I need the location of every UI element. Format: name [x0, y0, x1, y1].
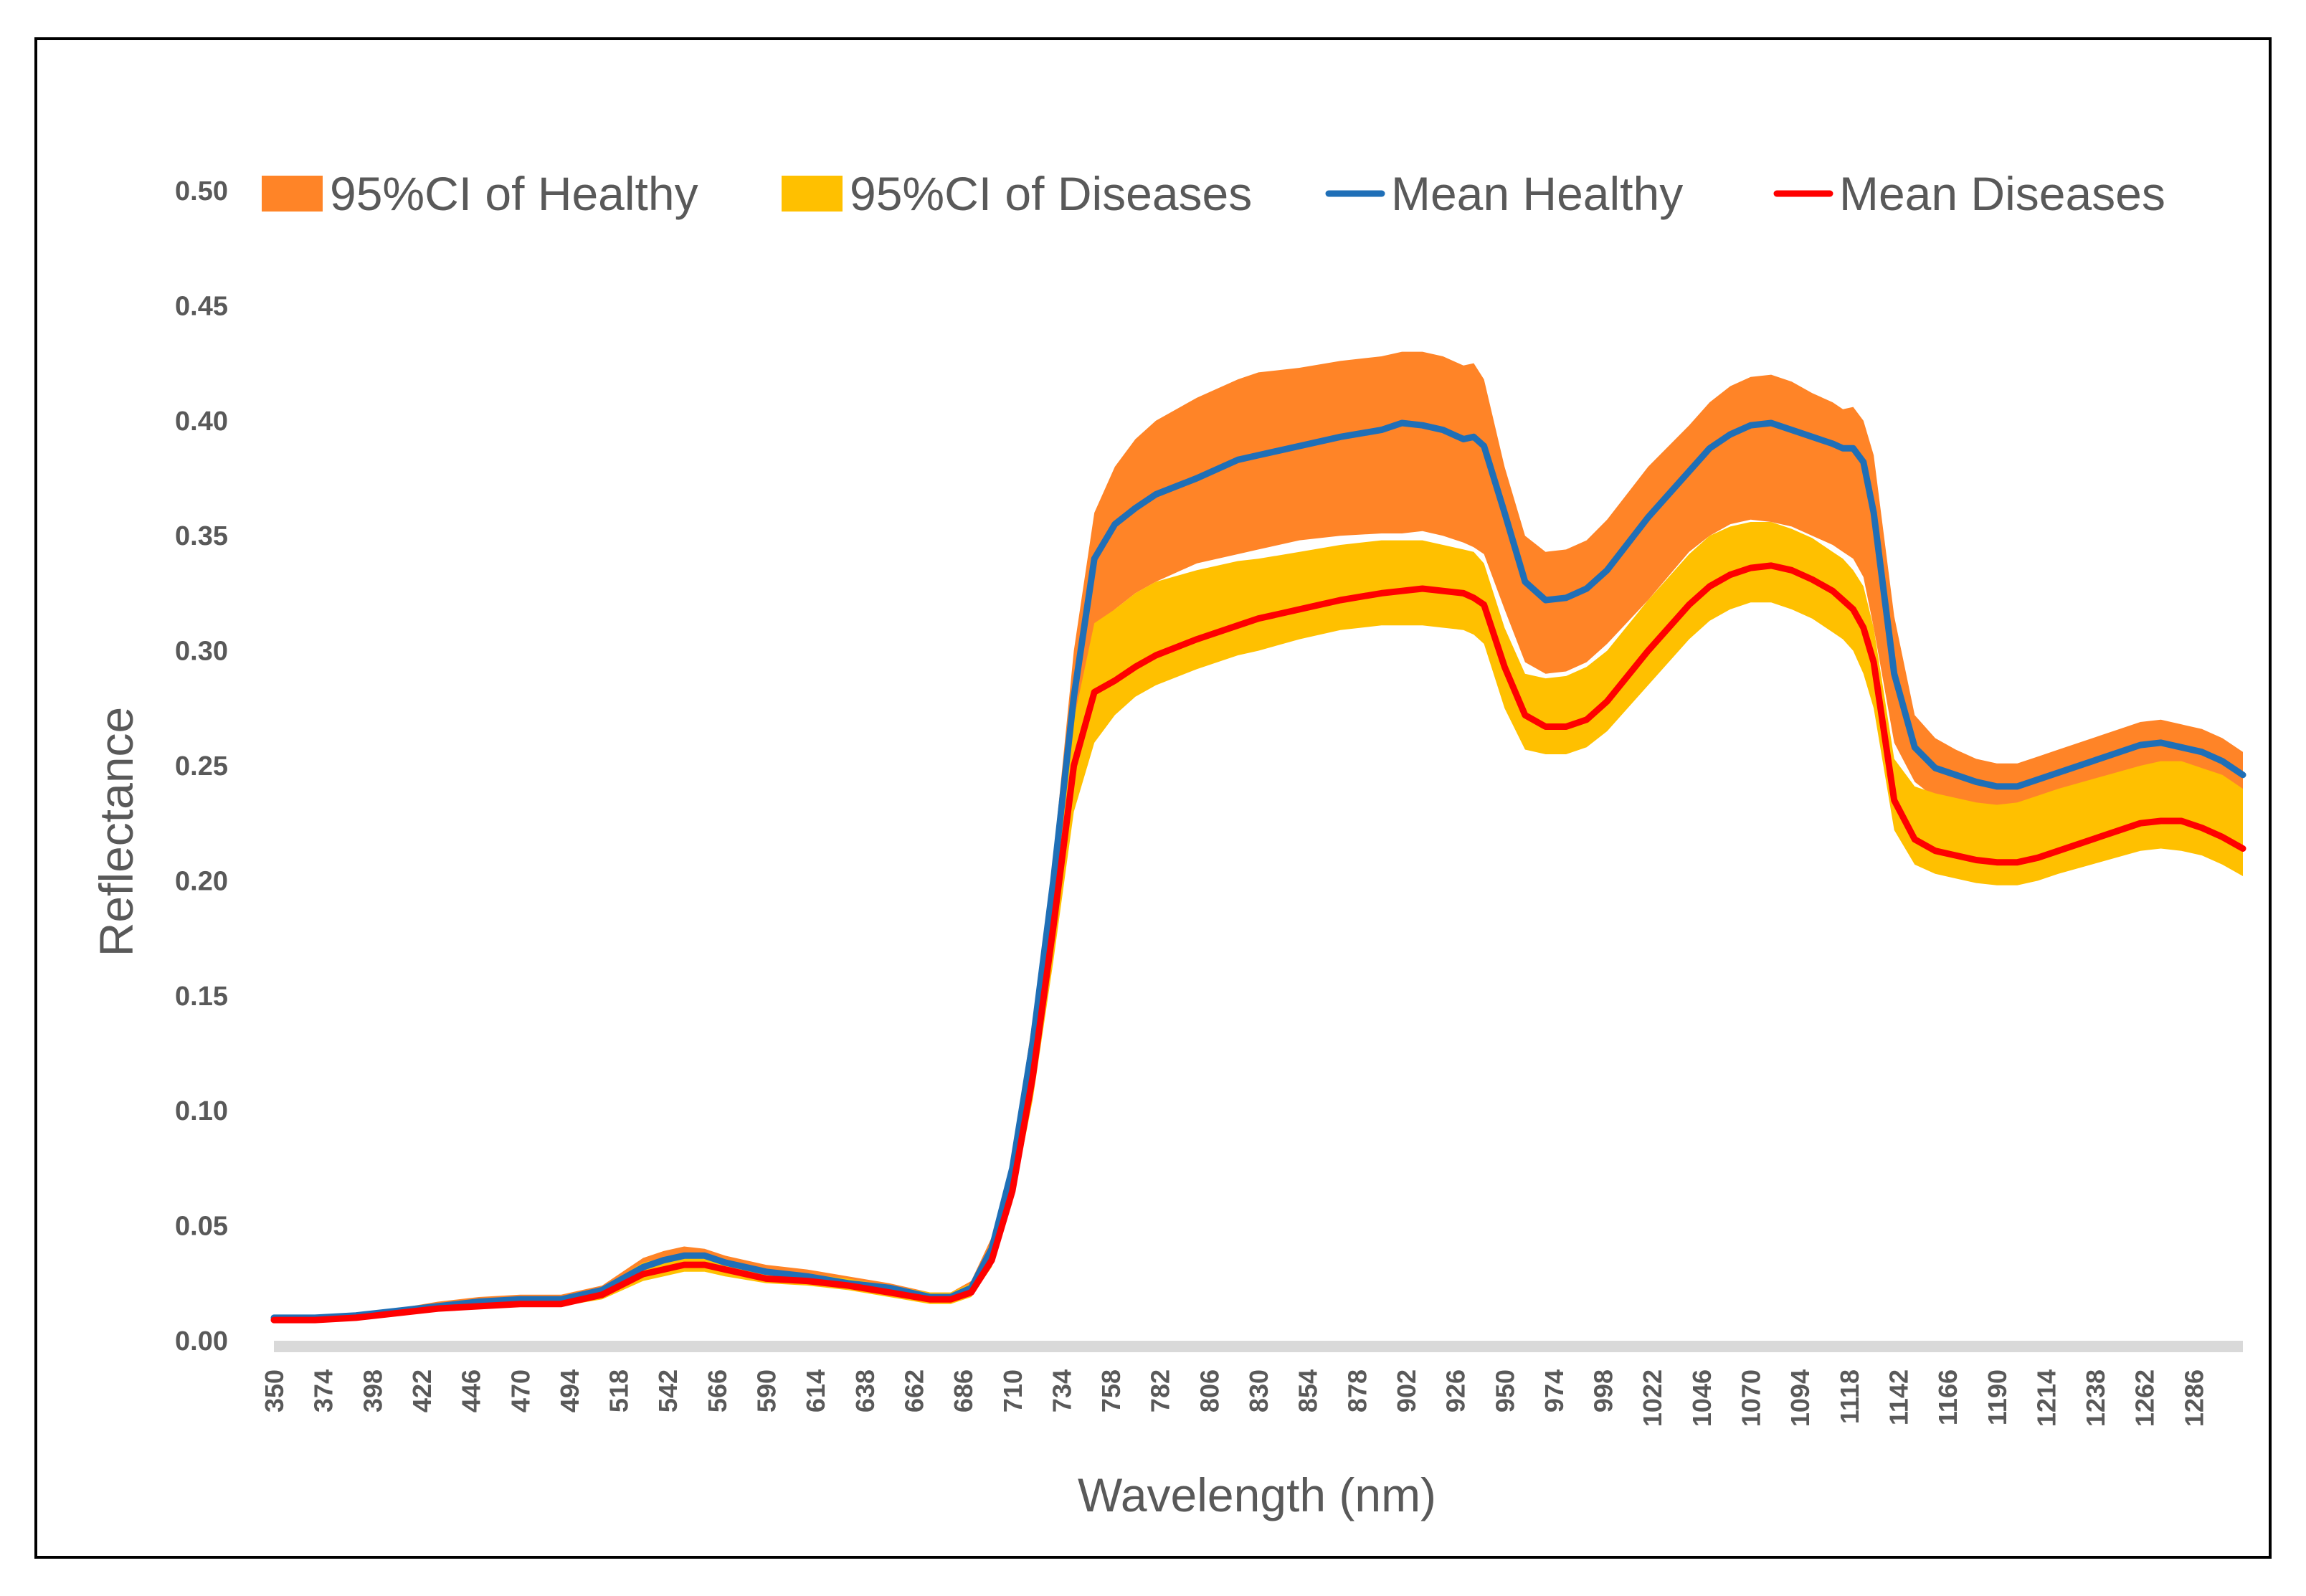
x-tick-label: 446: [457, 1369, 486, 1412]
plot-area: [270, 351, 2246, 1352]
y-tick-label: 0.05: [175, 1212, 228, 1242]
legend-label: Mean Diseases: [1839, 167, 2165, 220]
x-tick-label: 518: [604, 1369, 634, 1412]
x-tick-label: 1118: [1835, 1369, 1864, 1424]
x-tick-label: 1214: [2031, 1369, 2061, 1427]
x-tick-label: 1142: [1884, 1369, 1913, 1425]
y-axis-title: Reflectance: [90, 707, 143, 957]
series-line-mean-diseases: [270, 562, 2246, 1324]
x-tick-label: 926: [1441, 1369, 1471, 1412]
x-tick-label: 998: [1589, 1369, 1618, 1412]
x-tick-label: 470: [506, 1369, 535, 1412]
x-tick-label: 1262: [2130, 1369, 2160, 1427]
x-tick-label: 782: [1146, 1369, 1175, 1412]
legend-swatch-ci: [782, 176, 843, 212]
x-tick-label: 902: [1392, 1369, 1421, 1412]
x-tick-label: 662: [900, 1369, 929, 1412]
x-tick-label: 734: [1047, 1369, 1076, 1412]
x-tick-label: 1070: [1737, 1369, 1766, 1427]
chart-frame: [34, 37, 2272, 1559]
x-tick-label: 422: [407, 1369, 437, 1412]
legend-swatch-ci: [262, 176, 323, 212]
y-tick-labels: 0.00 0.05 0.10 0.15 0.20 0.25 0.30 0.35 0.40 0.45…: [175, 176, 228, 1357]
x-tick-label: 542: [653, 1369, 683, 1412]
x-tick-label: 1166: [1933, 1369, 1963, 1425]
x-tick-label: 686: [949, 1369, 978, 1412]
x-tick-label: 950: [1490, 1369, 1519, 1412]
y-tick-label: 0.45: [175, 291, 228, 321]
x-tick-label: 878: [1342, 1369, 1372, 1412]
x-tick-label: 494: [555, 1369, 584, 1412]
x-tick-label: 830: [1244, 1369, 1273, 1412]
x-tick-label: 638: [850, 1369, 880, 1412]
x-tick-label: 854: [1294, 1369, 1323, 1412]
x-tick-label: 374: [309, 1369, 338, 1412]
x-tick-labels: 350 374 398 422 446 470 494 518 542 566 590 614 638 6…: [260, 1369, 2208, 1427]
y-tick-label: 0.50: [175, 176, 228, 206]
series-band-ci-healthy: [274, 351, 2243, 1318]
legend-label: 95%CI of Diseases: [850, 167, 1252, 220]
y-tick-label: 0.15: [175, 982, 228, 1012]
legend-label: Mean Healthy: [1391, 167, 1683, 220]
x-tick-label: 350: [260, 1369, 289, 1412]
x-axis-title: Wavelength (nm): [1078, 1468, 1436, 1521]
x-tick-label: 1046: [1687, 1369, 1717, 1427]
y-tick-label: 0.10: [175, 1096, 228, 1126]
x-tick-label: 1286: [2179, 1369, 2208, 1427]
x-tick-label: 1238: [2081, 1369, 2110, 1427]
x-tick-label: 806: [1195, 1369, 1224, 1412]
x-tick-label: 1022: [1638, 1369, 1667, 1427]
x-tick-label: 590: [752, 1369, 782, 1412]
x-tick-label: 398: [358, 1369, 387, 1412]
y-tick-label: 0.20: [175, 866, 228, 896]
y-tick-label: 0.40: [175, 407, 228, 437]
x-tick-label: 974: [1539, 1369, 1569, 1412]
y-tick-label: 0.25: [175, 751, 228, 782]
legend-label: 95%CI of Healthy: [330, 167, 698, 220]
series-line-mean-healthy: [270, 419, 2246, 1321]
y-tick-label: 0.00: [175, 1326, 228, 1357]
x-tick-label: 566: [703, 1369, 732, 1412]
series-band-ci-diseases: [274, 522, 2243, 1323]
x-tick-label: 758: [1096, 1369, 1126, 1412]
x-tick-label: 710: [998, 1369, 1028, 1412]
y-tick-label: 0.35: [175, 521, 228, 551]
legend: 95%CI of Healthy 95%CI of Diseases Mean He…: [262, 167, 2165, 220]
x-tick-label: 1190: [1983, 1369, 2012, 1425]
y-tick-label: 0.30: [175, 637, 228, 667]
x-tick-label: 614: [801, 1369, 830, 1412]
x-tick-label: 1094: [1785, 1369, 1815, 1427]
